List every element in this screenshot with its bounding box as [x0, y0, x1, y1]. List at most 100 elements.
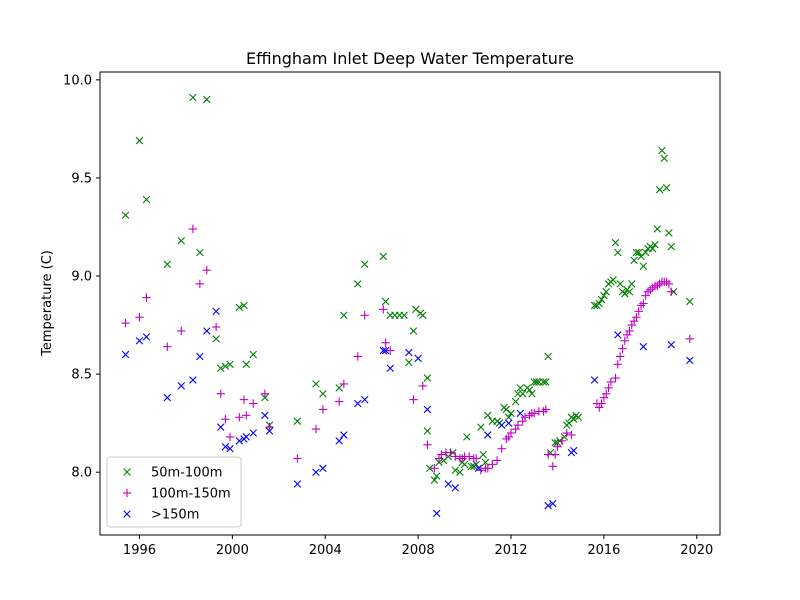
legend-item: >150m [123, 508, 199, 523]
data-point [641, 248, 650, 257]
data-point [419, 311, 427, 320]
data-point [354, 399, 362, 408]
data-point [203, 95, 211, 104]
legend-box [106, 456, 242, 528]
x-tick-label: 2008 [402, 543, 435, 558]
data-point [662, 277, 671, 287]
data-point [620, 336, 629, 345]
data-point [525, 411, 534, 420]
data-point [615, 352, 625, 361]
data-point [432, 472, 441, 480]
data-point [648, 244, 657, 253]
data-point [451, 466, 460, 475]
x-tick-label: 2016 [587, 543, 620, 558]
data-point [142, 293, 151, 302]
data-point [548, 462, 558, 471]
data-point [497, 444, 506, 453]
data-point [483, 464, 492, 473]
data-point [458, 454, 467, 463]
x-tick-label: 2020 [680, 543, 713, 558]
data-point [425, 464, 434, 473]
data-point [595, 403, 604, 412]
data-point [539, 407, 548, 416]
data-point [504, 419, 513, 427]
data-point [293, 480, 302, 488]
data-point [451, 484, 460, 492]
chart-title: Effingham Inlet Deep Water Temperature [246, 49, 574, 68]
legend-item: 50m-100m [123, 466, 222, 481]
data-point [265, 427, 274, 435]
data-point [544, 352, 552, 361]
data-point [360, 260, 369, 269]
data-point [471, 454, 481, 463]
data-point [562, 428, 571, 438]
data-point [353, 352, 362, 361]
data-point [664, 279, 674, 289]
x-axis-ticks: 1996 2000 2004 2008 2012 2016 2020 [123, 535, 713, 558]
data-point [444, 480, 453, 488]
data-point [627, 320, 636, 330]
legend-label: 100m-150m [151, 487, 231, 502]
data-point [456, 468, 464, 476]
data-point [511, 424, 520, 434]
data-point [628, 280, 636, 288]
data-point [465, 452, 474, 461]
data-point [611, 238, 620, 247]
data-point [643, 287, 653, 296]
data-point [502, 434, 511, 444]
data-point [686, 356, 694, 365]
legend-label: >150m [151, 508, 199, 523]
data-point [506, 428, 516, 438]
data-point [311, 424, 321, 434]
data-point [242, 411, 251, 420]
data-point [203, 327, 211, 335]
data-point [135, 136, 144, 145]
data-point [632, 313, 641, 322]
data-point [239, 395, 249, 404]
data-point [451, 452, 460, 461]
y-axis-label: Temperature (C) [40, 250, 55, 357]
data-point [334, 397, 344, 406]
data-point [196, 248, 204, 257]
data-point [409, 395, 418, 404]
data-point [653, 281, 662, 291]
data-point [602, 389, 611, 398]
data-point [613, 360, 623, 369]
data-point [339, 379, 349, 389]
data-point [646, 285, 655, 294]
data-point [379, 252, 388, 261]
data-point [196, 352, 204, 361]
data-point [477, 423, 485, 431]
data-point [235, 437, 244, 445]
data-point [597, 399, 606, 408]
data-point [381, 346, 390, 355]
data-point [217, 423, 225, 431]
data-point [600, 291, 608, 300]
data-point [189, 93, 197, 102]
data-point [550, 450, 560, 459]
data-point [625, 287, 634, 296]
data-point [381, 338, 390, 347]
data-point [432, 509, 441, 518]
data-point [242, 433, 251, 441]
y-tick-label: 8.0 [71, 466, 92, 481]
data-point [653, 225, 662, 233]
data-point [621, 289, 629, 298]
data-point [135, 337, 144, 345]
data-point [618, 344, 627, 353]
data-point [177, 382, 186, 390]
data-point [504, 432, 513, 442]
data-point [616, 280, 624, 288]
data-point [188, 224, 198, 234]
data-point [418, 381, 427, 391]
data-point [528, 389, 536, 398]
data-point [189, 376, 197, 384]
data-point [312, 468, 320, 476]
data-point [614, 248, 622, 257]
data-point [212, 307, 220, 316]
data-point [636, 301, 646, 310]
data-point [590, 301, 599, 310]
data-point [423, 440, 432, 449]
data-point [386, 346, 395, 355]
data-point [163, 260, 172, 269]
